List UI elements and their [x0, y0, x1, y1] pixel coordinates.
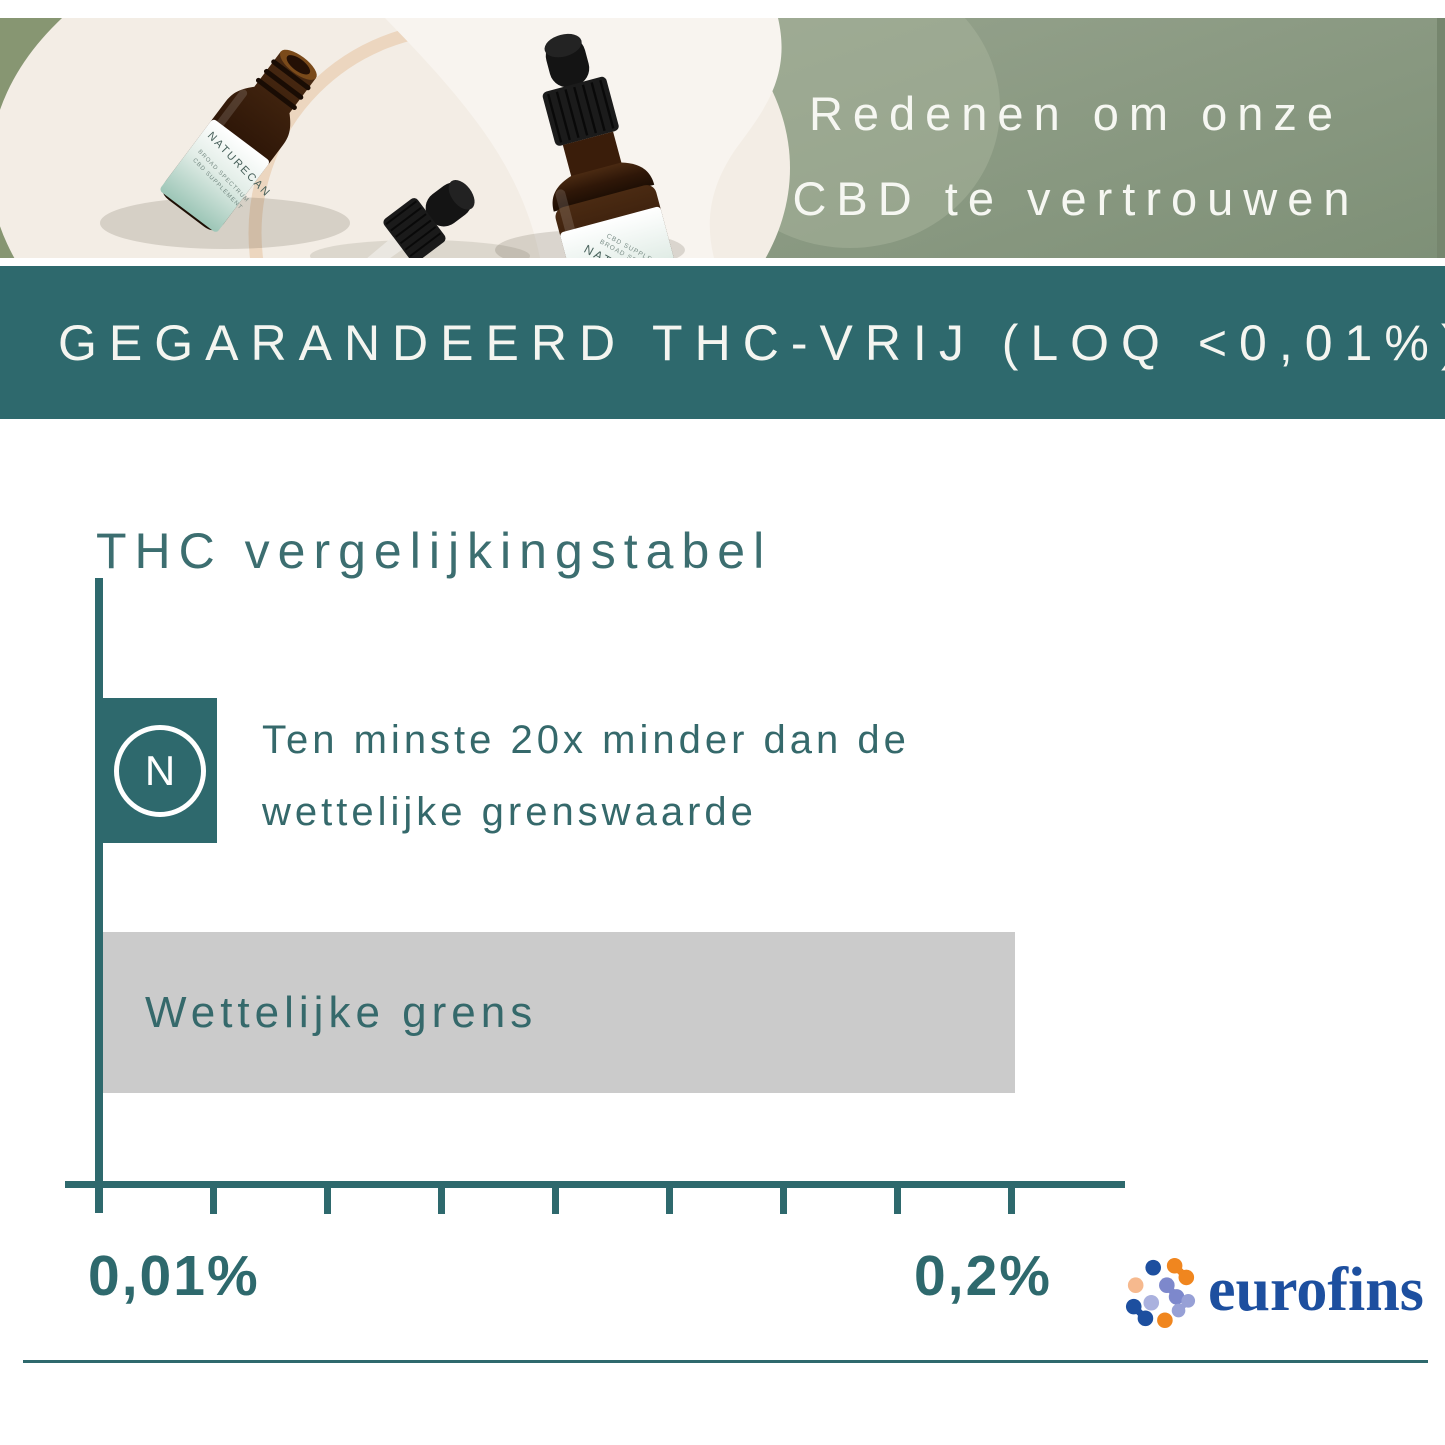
cbd-bottle-left: NATURECAN BROAD SPECTRUM CBD SUPPLEMENT	[160, 49, 317, 232]
legal-limit-bar-label: Wettelijke grens	[145, 987, 538, 1037]
x-axis-tick	[780, 1187, 787, 1214]
x-axis-tick	[438, 1187, 445, 1214]
chart-title: THC vergelijkingstabel	[96, 523, 773, 579]
naturecan-logo-icon: N	[114, 724, 206, 817]
chart-x-axis	[65, 1181, 1125, 1188]
bottom-divider	[23, 1360, 1428, 1363]
eurofins-dots-icon	[1125, 1257, 1196, 1329]
guarantee-banner-text: GEGARANDEERD THC-VRIJ (LOQ <0,01%)	[58, 314, 1445, 371]
annotation-line-1: Ten minste 20x minder dan de	[262, 718, 910, 762]
x-axis-label-left: 0,01%	[88, 1244, 260, 1308]
x-axis-tick	[324, 1187, 331, 1214]
chart-annotation: Ten minste 20x minder dan de wettelijke …	[262, 704, 910, 848]
bottle1-shadow	[100, 197, 350, 249]
eurofins-logo: eurofins	[1124, 1256, 1424, 1330]
x-axis-tick	[210, 1187, 217, 1214]
product-photo: NATURECAN BROAD SPECTRUM CBD SUPPLEMENT	[0, 18, 1445, 258]
chart-y-axis	[95, 578, 103, 1213]
guarantee-banner: GEGARANDEERD THC-VRIJ (LOQ <0,01%)	[0, 266, 1445, 419]
cbd-bottle-right: NATURECAN BROAD SPECTRUM CBD SUPPLEMENT	[542, 33, 689, 258]
legal-limit-bar: Wettelijke grens	[103, 932, 1015, 1093]
x-axis-label-right: 0,2%	[914, 1244, 1052, 1308]
right-edge-shade	[1437, 18, 1445, 258]
naturecan-logo-letter: N	[144, 746, 176, 794]
dropper	[316, 179, 475, 258]
x-axis-tick	[666, 1187, 673, 1214]
naturecan-bar-badge: N	[103, 698, 217, 843]
product-photo-illustration: NATURECAN BROAD SPECTRUM CBD SUPPLEMENT	[0, 18, 1445, 258]
x-axis-tick	[1008, 1187, 1015, 1214]
annotation-line-2: wettelijke grenswaarde	[262, 790, 757, 834]
x-axis-tick	[894, 1187, 901, 1214]
eurofins-wordmark: eurofins	[1208, 1256, 1424, 1324]
x-axis-tick	[552, 1187, 559, 1214]
